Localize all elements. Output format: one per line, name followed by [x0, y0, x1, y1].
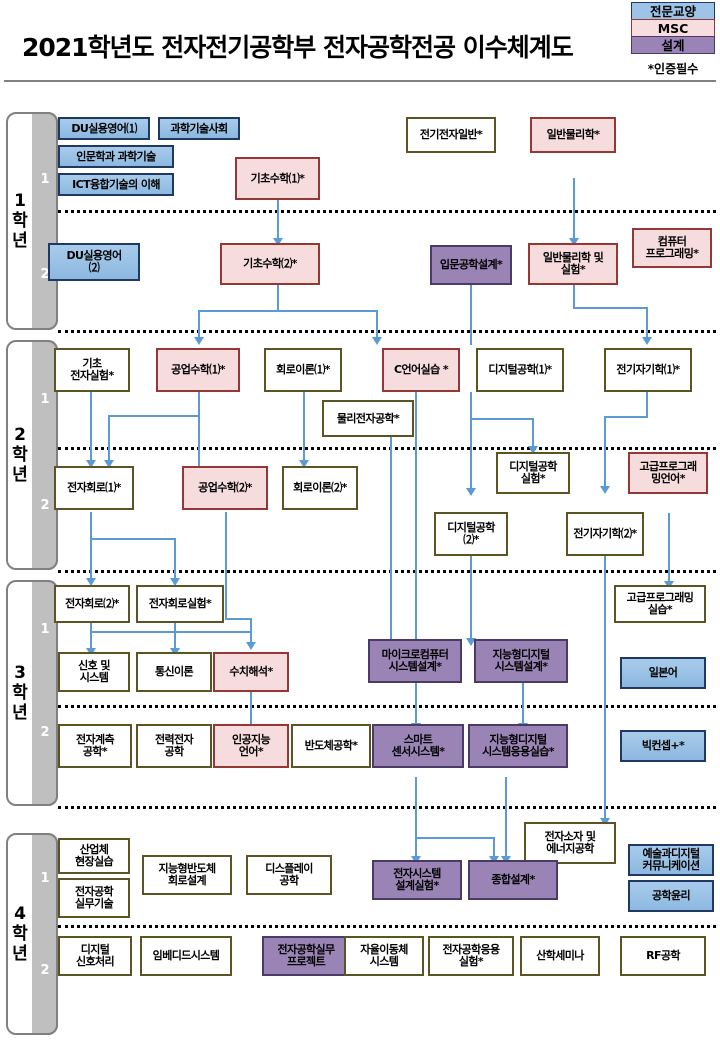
- course-box[interactable]: 디지털공학 실험*: [496, 452, 570, 494]
- course-box[interactable]: DU실용영어⑴: [58, 117, 150, 140]
- legend-note: *인증필수: [647, 62, 699, 76]
- course-box[interactable]: 디지털 신호처리: [58, 936, 132, 976]
- course-box[interactable]: 과학기술사회: [158, 117, 240, 140]
- course-box[interactable]: 일본어: [620, 657, 706, 689]
- semester-label-1-1: 1: [40, 172, 50, 187]
- course-box[interactable]: 전자회로실험*: [136, 585, 224, 623]
- course-box[interactable]: 지능형디지털 시스템설계*: [474, 639, 568, 683]
- course-box[interactable]: 지능형반도체 회로설계: [142, 855, 232, 895]
- semester-label-2-2: 2: [40, 498, 50, 513]
- semester-divider-1: [58, 210, 716, 213]
- course-box[interactable]: DU실용영어 ⑵: [48, 243, 140, 281]
- semester-label-3-1: 1: [40, 622, 50, 637]
- year-divider-1: [58, 330, 716, 333]
- course-box[interactable]: 빅컨셉+*: [620, 730, 706, 762]
- semester-divider-2: [58, 447, 716, 450]
- course-box[interactable]: 자율이동체 시스템: [344, 936, 424, 976]
- semester-label-4-2: 2: [40, 963, 50, 978]
- course-box[interactable]: 전자회로⑴*: [54, 466, 134, 510]
- year-band-fill: [32, 580, 58, 806]
- course-box[interactable]: RF공학: [620, 936, 706, 976]
- course-box[interactable]: 디지털공학 ⑵*: [434, 512, 508, 556]
- course-box[interactable]: 물리전자공학*: [322, 400, 414, 437]
- year-divider-2: [58, 570, 716, 573]
- legend-item-msc: MSC: [631, 19, 715, 37]
- course-box[interactable]: C언어실습 *: [382, 348, 460, 392]
- semester-divider-3: [58, 705, 716, 708]
- legend-item-major-general: 전문교양: [631, 2, 715, 20]
- course-box[interactable]: 일반물리학*: [530, 117, 616, 153]
- course-box[interactable]: 산학세미나: [520, 936, 600, 976]
- course-box[interactable]: 일반물리학 및 실험*: [528, 243, 618, 285]
- course-box[interactable]: 전자소자 및 에너지공학: [524, 822, 616, 864]
- course-box[interactable]: 디지털공학⑴*: [476, 348, 564, 392]
- course-box[interactable]: 신호 및 시스템: [58, 652, 130, 692]
- course-box[interactable]: 전자공학실무 프로젝트: [262, 936, 350, 976]
- course-box[interactable]: 임베디드시스템: [140, 936, 232, 976]
- semester-label-4-1: 1: [40, 871, 50, 886]
- course-box[interactable]: 전기전자일반*: [406, 117, 496, 153]
- course-box[interactable]: 전자공학 실무기술: [58, 878, 130, 918]
- course-box[interactable]: 컴퓨터 프로그래밍*: [632, 228, 712, 268]
- course-box[interactable]: 수치해석*: [213, 652, 289, 692]
- legend: 전문교양 MSC 설계: [631, 2, 715, 54]
- course-box[interactable]: 통신이론: [136, 652, 212, 692]
- year-band-fill: [32, 833, 58, 1035]
- course-box[interactable]: 전자공학응용 실험*: [428, 936, 514, 976]
- course-box[interactable]: 공학윤리: [628, 880, 714, 912]
- course-box[interactable]: 스마트 센서시스템*: [372, 724, 464, 768]
- year-band-fill: [32, 340, 58, 570]
- course-box[interactable]: 산업체 현장실습: [58, 838, 130, 874]
- course-box[interactable]: 인공지능 언어*: [213, 724, 289, 768]
- year-band-fill: [32, 112, 58, 330]
- course-box[interactable]: 입문공학설계*: [430, 245, 512, 285]
- course-box[interactable]: 전기자기학⑵*: [566, 512, 644, 556]
- semester-label-2-1: 1: [40, 392, 50, 407]
- course-box[interactable]: 기초수학⑵*: [220, 243, 320, 285]
- course-box[interactable]: 고급프로그래 밍언어*: [628, 452, 708, 494]
- course-box[interactable]: 인문학과 과학기술: [58, 145, 174, 168]
- page-title: 2021학년도 전자전기공학부 전자공학전공 이수체계도: [22, 33, 574, 62]
- course-box[interactable]: 공업수학⑴*: [156, 348, 240, 392]
- semester-label-1-2: 2: [40, 267, 50, 282]
- course-box[interactable]: 전자계측 공학*: [58, 724, 132, 768]
- course-box[interactable]: 고급프로그래밍 실습*: [614, 585, 706, 623]
- course-box[interactable]: 전자시스템 설계실험*: [372, 860, 462, 900]
- course-box[interactable]: ICT융합기술의 이해: [58, 173, 174, 196]
- course-box[interactable]: 종합설계*: [468, 860, 558, 900]
- course-box[interactable]: 전력전자 공학: [136, 724, 212, 768]
- course-box[interactable]: 반도체공학*: [291, 724, 371, 768]
- course-box[interactable]: 디스플레이 공학: [246, 855, 332, 895]
- course-box[interactable]: 기초수학⑴*: [235, 157, 320, 200]
- course-box[interactable]: 기초 전자실험*: [54, 348, 130, 392]
- course-box[interactable]: 전기자기학⑴*: [604, 348, 692, 392]
- semester-divider-4: [58, 925, 716, 928]
- course-box[interactable]: 회로이론⑴*: [264, 348, 342, 392]
- course-box[interactable]: 지능형디지털 시스템응용실습*: [468, 724, 568, 768]
- course-box[interactable]: 회로이론⑵*: [282, 466, 358, 510]
- course-box[interactable]: 전자회로⑵*: [54, 585, 130, 623]
- year-divider-3: [58, 806, 716, 809]
- legend-item-design: 설계: [631, 36, 715, 54]
- semester-label-3-2: 2: [40, 725, 50, 740]
- course-box[interactable]: 예술과디지털 커뮤니케이션: [628, 844, 714, 876]
- course-box[interactable]: 마이크로컴퓨터 시스템설계*: [368, 639, 462, 683]
- header-divider: [4, 80, 716, 82]
- course-box[interactable]: 공업수학⑵*: [182, 466, 268, 510]
